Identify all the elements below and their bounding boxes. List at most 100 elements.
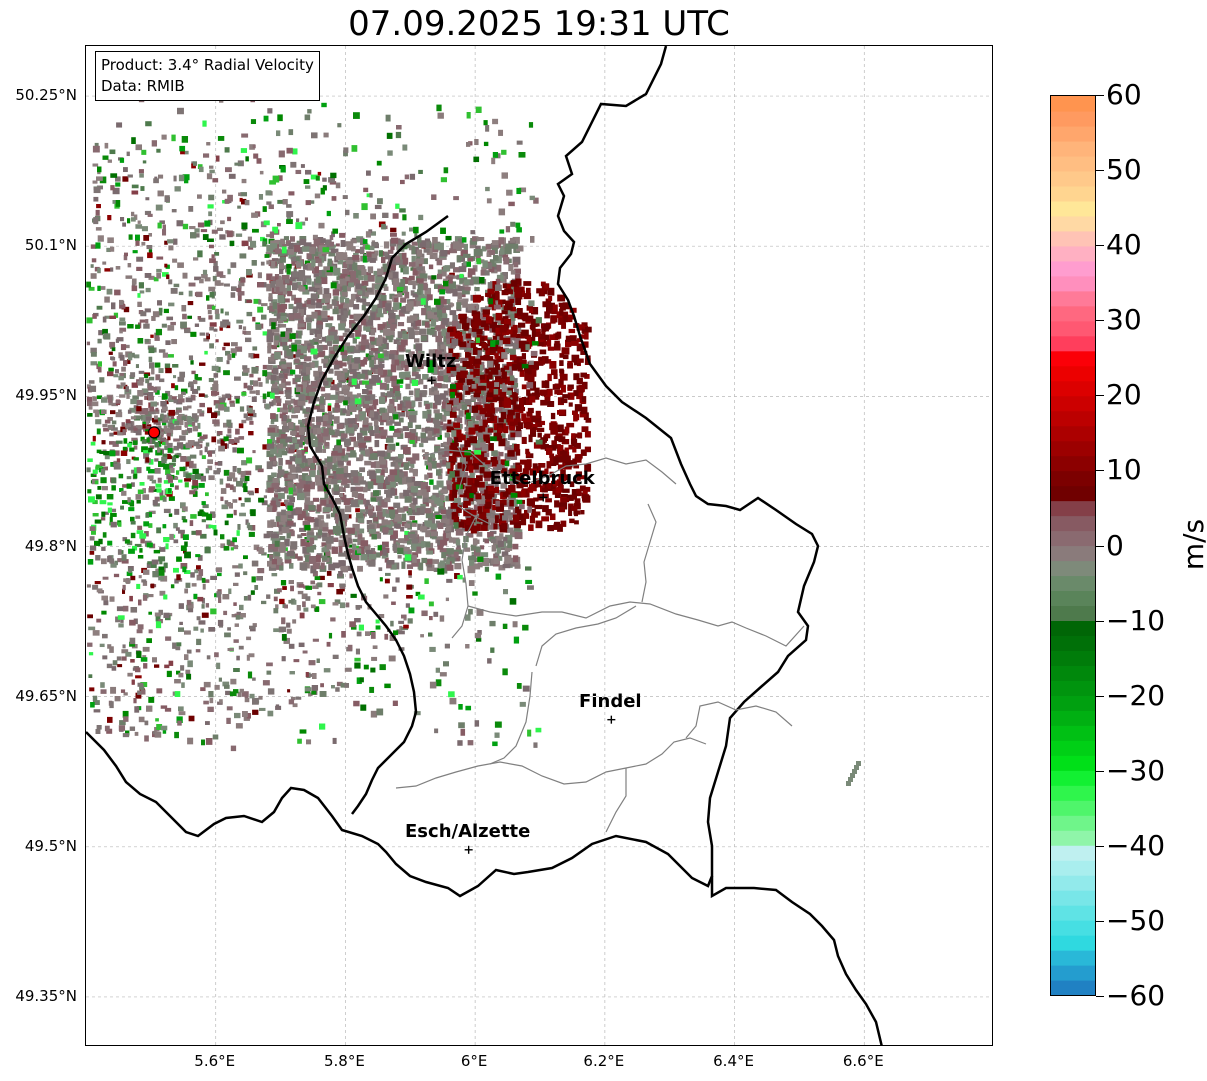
echo-pixel	[336, 589, 343, 595]
echo-pixel	[494, 459, 502, 467]
echo-pixel	[184, 570, 191, 575]
echo-pixel	[350, 239, 357, 244]
echo-pixel	[385, 509, 391, 518]
echo-pixel	[460, 330, 467, 335]
echo-pixel	[237, 291, 245, 296]
echo-pixel	[110, 508, 117, 513]
echo-pixel	[100, 682, 105, 688]
echo-pixel	[456, 256, 463, 261]
echo-pixel	[159, 547, 166, 552]
echo-pixel	[490, 456, 498, 463]
echo-pixel	[340, 454, 349, 461]
echo-pixel	[111, 347, 116, 352]
echo-pixel	[572, 410, 578, 415]
echo-pixel	[237, 205, 241, 209]
echo-pixel	[127, 324, 134, 329]
echo-pixel	[401, 614, 407, 619]
echo-pixel	[382, 212, 389, 218]
echo-pixel	[473, 563, 481, 570]
echo-pixel	[279, 536, 286, 541]
echo-pixel	[333, 537, 339, 543]
echo-pixel	[343, 498, 350, 505]
echo-pixel	[407, 618, 413, 624]
echo-pixel	[122, 537, 128, 542]
echo-pixel	[436, 469, 442, 476]
echo-pixel	[490, 539, 497, 544]
echo-pixel	[383, 308, 388, 315]
echo-pixel	[252, 623, 257, 628]
echo-pixel	[94, 142, 99, 147]
echo-pixel	[446, 515, 453, 520]
echo-pixel	[197, 164, 203, 170]
echo-pixel	[433, 409, 440, 414]
echo-pixel	[283, 331, 292, 339]
echo-pixel	[133, 618, 138, 625]
echo-pixel	[262, 393, 267, 399]
echo-pixel	[249, 420, 254, 425]
echo-pixel	[477, 481, 485, 488]
echo-pixel	[95, 209, 100, 216]
echo-pixel	[258, 382, 263, 387]
echo-pixel	[94, 519, 102, 524]
echo-pixel	[409, 428, 417, 436]
echo-pixel	[299, 462, 305, 469]
echo-pixel	[170, 584, 175, 589]
echo-pixel	[428, 349, 436, 357]
echo-pixel	[324, 393, 331, 401]
echo-pixel	[339, 602, 346, 609]
echo-pixel	[332, 289, 340, 296]
echo-pixel	[411, 541, 417, 549]
echo-pixel	[198, 620, 206, 625]
echo-pixel	[307, 407, 314, 414]
echo-pixel	[150, 564, 157, 568]
echo-pixel	[494, 407, 503, 412]
echo-pixel	[238, 325, 243, 330]
echo-pixel	[144, 338, 149, 343]
echo-pixel	[412, 293, 419, 298]
echo-pixel	[271, 344, 277, 350]
echo-pixel	[174, 485, 179, 490]
echo-pixel	[97, 366, 102, 373]
echo-pixel	[301, 458, 308, 463]
echo-pixel	[268, 305, 275, 312]
echo-pixel	[275, 704, 280, 709]
echo-pixel	[226, 434, 232, 439]
echo-pixel	[441, 401, 447, 409]
echo-pixel	[467, 327, 474, 336]
echo-pixel	[284, 487, 289, 494]
echo-pixel	[146, 512, 153, 518]
echo-pixel	[464, 286, 471, 291]
echo-pixel	[363, 357, 368, 362]
echo-pixel	[139, 482, 145, 486]
echo-pixel	[183, 548, 187, 554]
echo-pixel	[210, 575, 218, 580]
echo-pixel	[189, 490, 196, 495]
echo-pixel	[271, 573, 278, 577]
echo-pixel	[186, 599, 192, 606]
echo-pixel	[510, 336, 516, 341]
echo-pixel	[348, 277, 356, 286]
radar-map[interactable]	[85, 45, 993, 1046]
echo-pixel	[476, 531, 483, 537]
echo-pixel	[207, 706, 214, 713]
echo-pixel	[122, 176, 129, 182]
echo-pixel	[318, 350, 326, 358]
echo-pixel	[209, 165, 214, 169]
echo-pixel	[316, 299, 325, 305]
echo-pixel	[331, 464, 337, 471]
echo-pixel	[139, 173, 144, 178]
echo-pixel	[458, 410, 464, 417]
echo-pixel	[104, 142, 109, 149]
echo-pixel	[341, 254, 348, 260]
echo-pixel	[279, 438, 288, 447]
echo-pixel	[231, 353, 236, 358]
echo-pixel	[303, 607, 309, 612]
echo-pixel	[327, 462, 333, 470]
echo-pixel	[417, 236, 422, 243]
echo-pixel	[409, 534, 417, 539]
echo-pixel	[356, 283, 362, 290]
echo-pixel	[433, 567, 439, 572]
echo-pixel	[159, 495, 166, 501]
echo-pixel	[425, 307, 431, 315]
echo-pixel	[220, 488, 227, 494]
